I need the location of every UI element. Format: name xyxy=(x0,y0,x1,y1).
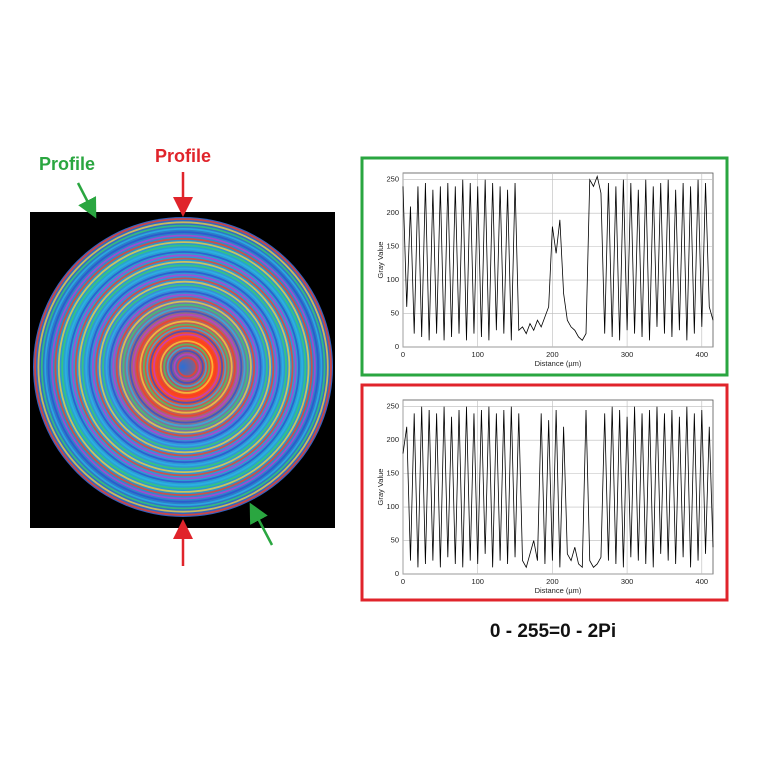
fringe-image xyxy=(33,217,333,517)
x-tick-label: 300 xyxy=(621,350,634,359)
y-tick-label: 0 xyxy=(395,569,399,578)
y-axis-label: Gray Value xyxy=(376,242,385,279)
x-tick-label: 100 xyxy=(471,577,484,586)
fringe-ring xyxy=(149,330,224,404)
x-tick-label: 400 xyxy=(696,350,709,359)
fringe-ring xyxy=(54,237,313,497)
fringe-ring xyxy=(68,251,300,483)
fringe-ring xyxy=(142,323,230,411)
fringe-ring xyxy=(78,260,291,473)
fringe-ring xyxy=(159,340,214,394)
fringe-ring xyxy=(44,227,323,507)
fringe-ring xyxy=(119,300,252,434)
x-tick-label: 400 xyxy=(696,577,709,586)
x-tick-label: 200 xyxy=(546,577,559,586)
y-tick-label: 50 xyxy=(391,309,399,318)
fringe-ring xyxy=(47,231,320,503)
x-tick-label: 0 xyxy=(401,350,405,359)
profile-chart: 0 50 100 150 200 250 0 100 200 300 400 Distance (µm… xyxy=(360,383,729,602)
fringe-ring xyxy=(163,343,211,391)
fringe-ring xyxy=(64,247,304,487)
y-tick-label: 150 xyxy=(386,242,399,251)
fringe-ring xyxy=(34,218,332,516)
fringe-ring xyxy=(136,317,236,417)
x-tick-label: 200 xyxy=(546,350,559,359)
fringe-ring xyxy=(166,346,208,388)
profile-line xyxy=(402,174,714,341)
fringe-ring xyxy=(88,270,281,464)
fringe-ring xyxy=(95,277,275,457)
fringe-ring xyxy=(146,326,227,407)
fringe-ring xyxy=(74,257,294,477)
fringe-ring xyxy=(173,353,201,381)
fringe-ring xyxy=(61,244,307,490)
profile-chart: 0 50 100 150 200 250 0 100 200 300 400 Distance (µm… xyxy=(360,156,729,377)
profile-label-red: Profile xyxy=(155,146,211,166)
y-tick-label: 0 xyxy=(395,342,399,351)
y-tick-label: 250 xyxy=(386,402,399,411)
fringe-ring xyxy=(105,287,265,447)
x-tick-label: 300 xyxy=(621,577,634,586)
x-tick-label: 0 xyxy=(401,577,405,586)
y-tick-label: 200 xyxy=(386,435,399,444)
fringe-ring xyxy=(91,274,278,460)
caption: 0 - 255=0 - 2Pi xyxy=(490,621,616,642)
y-tick-label: 100 xyxy=(386,275,399,284)
fringe-ring xyxy=(40,224,326,510)
fringe-ring xyxy=(153,333,220,401)
x-axis-label: Distance (µm) xyxy=(535,586,582,595)
x-tick-label: 100 xyxy=(471,350,484,359)
y-tick-label: 100 xyxy=(386,502,399,511)
fringe-ring xyxy=(122,303,249,431)
y-tick-label: 150 xyxy=(386,469,399,478)
fringe-ring xyxy=(85,267,284,467)
arrow xyxy=(76,182,97,219)
fringe-ring xyxy=(71,254,297,480)
fringe-ring xyxy=(57,241,310,493)
fringe-ring xyxy=(37,221,329,513)
fringe-ring xyxy=(129,310,243,424)
fringe-ring xyxy=(132,313,240,421)
y-tick-label: 50 xyxy=(391,536,399,545)
arrow xyxy=(249,502,274,546)
fringe-ring xyxy=(112,293,259,440)
y-tick-label: 250 xyxy=(386,175,399,184)
fringe-ring xyxy=(108,290,262,444)
fringe-ring xyxy=(98,280,272,454)
fringe-ring xyxy=(156,336,217,398)
fringe-ring xyxy=(125,307,246,427)
fringe-ring xyxy=(51,234,316,500)
fringe-ring xyxy=(170,350,204,384)
fringe-ring xyxy=(115,297,256,437)
fringe-ring xyxy=(176,356,198,378)
fringe-ring xyxy=(139,320,233,414)
y-axis-label: Gray Value xyxy=(376,469,385,506)
profile-line xyxy=(402,406,714,569)
fringe-ring xyxy=(81,264,288,470)
fringe-ring xyxy=(102,284,268,450)
y-tick-label: 200 xyxy=(386,208,399,217)
x-axis-label: Distance (µm) xyxy=(535,359,582,368)
profile-label-green: Profile xyxy=(39,154,95,174)
